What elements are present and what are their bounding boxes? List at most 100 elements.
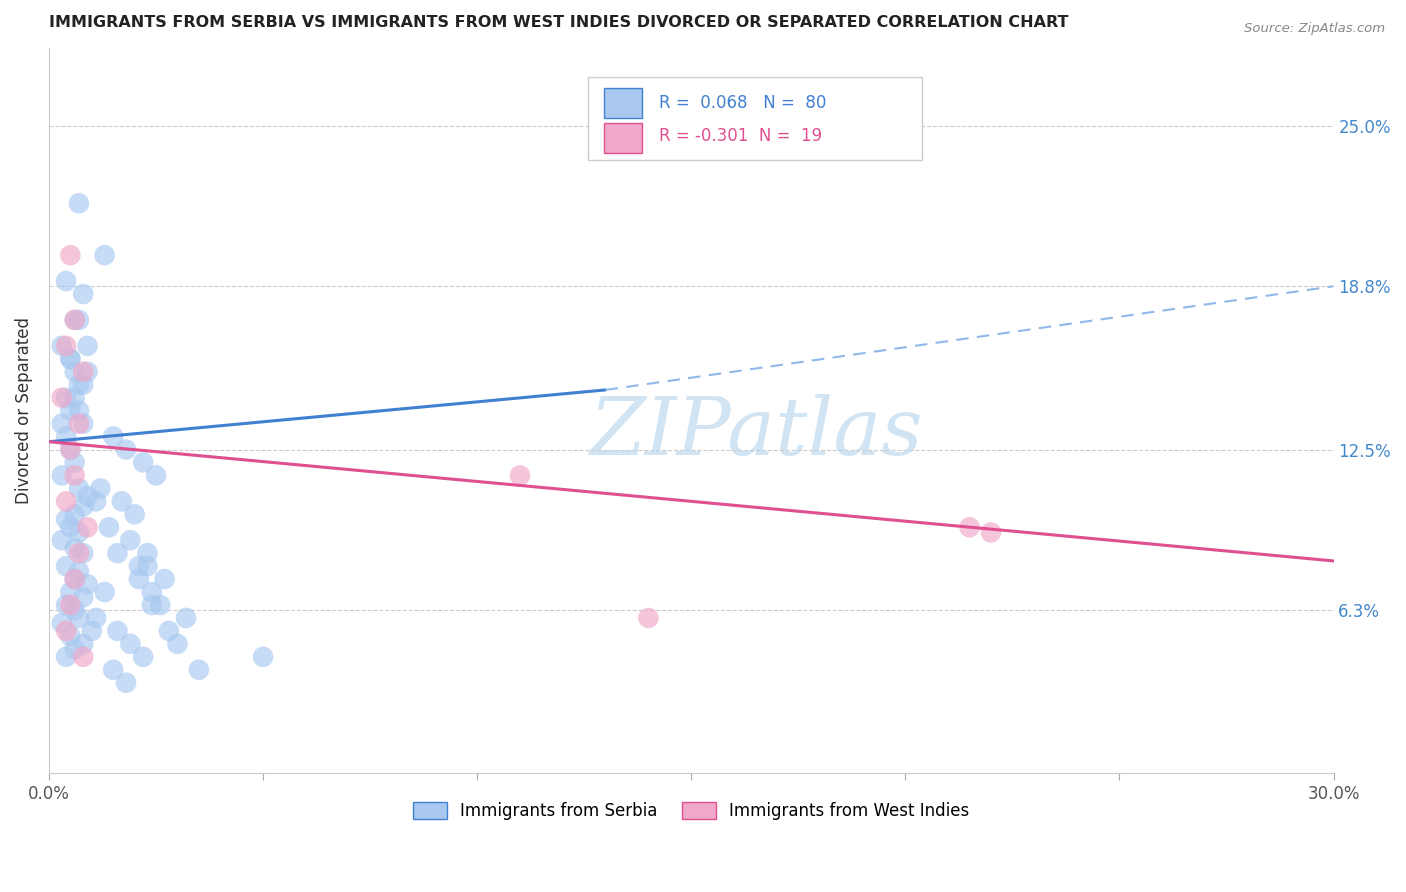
Text: Source: ZipAtlas.com: Source: ZipAtlas.com — [1244, 22, 1385, 36]
FancyBboxPatch shape — [589, 77, 922, 161]
Point — [141, 585, 163, 599]
Point — [97, 520, 120, 534]
Point — [51, 468, 73, 483]
Point — [59, 585, 82, 599]
Point — [59, 442, 82, 457]
Point — [637, 611, 659, 625]
Point — [76, 489, 98, 503]
Point — [72, 377, 94, 392]
Point — [252, 649, 274, 664]
Point — [55, 598, 77, 612]
Point — [89, 482, 111, 496]
Point — [72, 637, 94, 651]
Point — [67, 546, 90, 560]
Point — [166, 637, 188, 651]
Point — [63, 455, 86, 469]
Point — [72, 546, 94, 560]
Point — [63, 468, 86, 483]
Point — [67, 403, 90, 417]
Text: IMMIGRANTS FROM SERBIA VS IMMIGRANTS FROM WEST INDIES DIVORCED OR SEPARATED CORR: IMMIGRANTS FROM SERBIA VS IMMIGRANTS FRO… — [49, 15, 1069, 30]
Point — [67, 525, 90, 540]
Text: R =  0.068   N =  80: R = 0.068 N = 80 — [659, 94, 827, 112]
Point — [76, 520, 98, 534]
Point — [153, 572, 176, 586]
Point — [115, 442, 138, 457]
Point — [72, 417, 94, 431]
Point — [959, 520, 981, 534]
Point — [63, 313, 86, 327]
Bar — [605, 87, 643, 119]
Point — [55, 649, 77, 664]
Point — [980, 525, 1002, 540]
Point — [51, 391, 73, 405]
Point — [174, 611, 197, 625]
Text: ZIPatlas: ZIPatlas — [589, 393, 922, 471]
Point — [59, 351, 82, 366]
Point — [136, 559, 159, 574]
Point — [59, 598, 82, 612]
Point — [67, 482, 90, 496]
Point — [55, 512, 77, 526]
Point — [59, 403, 82, 417]
Point — [72, 649, 94, 664]
Point — [59, 248, 82, 262]
Point — [67, 196, 90, 211]
Point — [63, 541, 86, 555]
Point — [128, 559, 150, 574]
Point — [187, 663, 209, 677]
Point — [59, 442, 82, 457]
Bar — [605, 122, 643, 153]
Point — [84, 494, 107, 508]
Point — [59, 520, 82, 534]
Point — [145, 468, 167, 483]
Point — [51, 533, 73, 548]
Point — [59, 351, 82, 366]
Text: R = -0.301  N =  19: R = -0.301 N = 19 — [659, 127, 823, 145]
Point — [63, 508, 86, 522]
Point — [67, 564, 90, 578]
Point — [93, 248, 115, 262]
Point — [63, 572, 86, 586]
Point — [55, 559, 77, 574]
Point — [76, 339, 98, 353]
Point — [55, 429, 77, 443]
Point — [59, 629, 82, 643]
Point — [55, 339, 77, 353]
Point — [149, 598, 172, 612]
Point — [55, 624, 77, 638]
Point — [157, 624, 180, 638]
Point — [141, 598, 163, 612]
Point — [124, 508, 146, 522]
Point — [76, 577, 98, 591]
Point — [67, 611, 90, 625]
Point — [55, 391, 77, 405]
Point — [120, 533, 142, 548]
Point — [136, 546, 159, 560]
Point — [107, 546, 129, 560]
Point — [67, 417, 90, 431]
Point — [72, 591, 94, 605]
Point — [80, 624, 103, 638]
Legend: Immigrants from Serbia, Immigrants from West Indies: Immigrants from Serbia, Immigrants from … — [406, 796, 976, 827]
Point — [55, 494, 77, 508]
Point — [132, 649, 155, 664]
Point — [67, 313, 90, 327]
Point — [132, 455, 155, 469]
Point — [51, 616, 73, 631]
Point — [72, 500, 94, 514]
Point — [128, 572, 150, 586]
Point — [63, 572, 86, 586]
Point — [63, 603, 86, 617]
Point — [111, 494, 134, 508]
Point — [84, 611, 107, 625]
Point — [509, 468, 531, 483]
Point — [63, 313, 86, 327]
Point — [63, 365, 86, 379]
Point — [72, 365, 94, 379]
Point — [103, 663, 125, 677]
Point — [67, 377, 90, 392]
Point — [55, 274, 77, 288]
Y-axis label: Divorced or Separated: Divorced or Separated — [15, 318, 32, 504]
Point — [72, 287, 94, 301]
Point — [51, 339, 73, 353]
